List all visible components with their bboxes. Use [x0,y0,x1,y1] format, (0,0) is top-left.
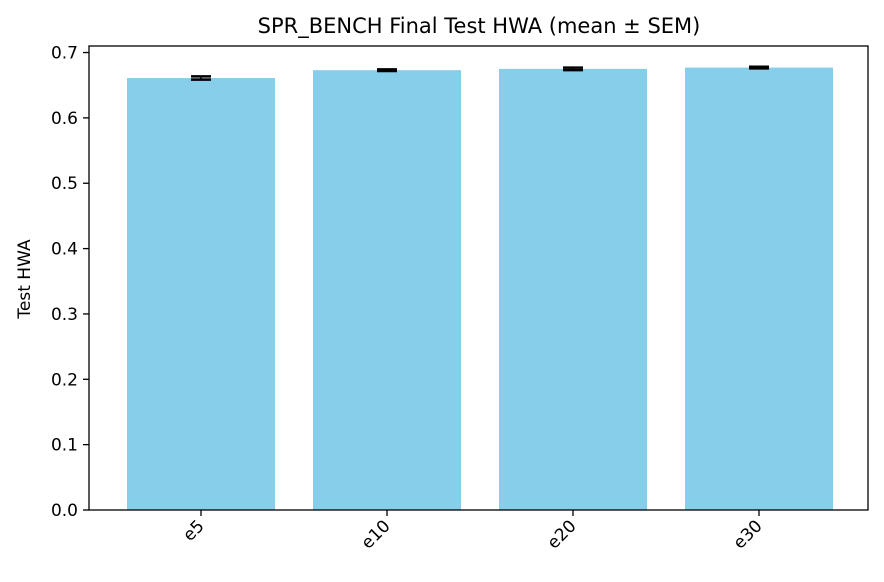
bar-e30 [685,67,833,511]
y-tick-label: 0.3 [51,305,78,325]
y-tick-label: 0.5 [51,174,78,194]
y-tick-label: 0.0 [51,501,78,521]
bar-e10 [313,70,461,510]
x-tick-label-e5: e5 [179,516,208,545]
x-tick-label-e10: e10 [358,516,395,553]
y-tick-label: 0.4 [51,240,78,260]
y-tick-label: 0.2 [51,370,78,390]
axes-frame [88,45,869,511]
x-tick-label-e20: e20 [544,516,581,553]
y-axis-label: Test HWA [15,239,35,320]
bar-e20 [499,68,647,511]
y-tick-label: 0.7 [51,44,78,64]
bar-e5 [127,78,275,511]
chart-title: SPR_BENCH Final Test HWA (mean ± SEM) [258,14,701,39]
y-tick-label: 0.6 [51,109,78,129]
x-tick-label-e30: e30 [730,516,767,553]
y-tick-label: 0.1 [51,436,78,456]
plot-area: 0.0 0.1 0.2 0.3 0.4 0.5 0.6 0.7 e5 e10 e20 e30 [51,44,833,553]
